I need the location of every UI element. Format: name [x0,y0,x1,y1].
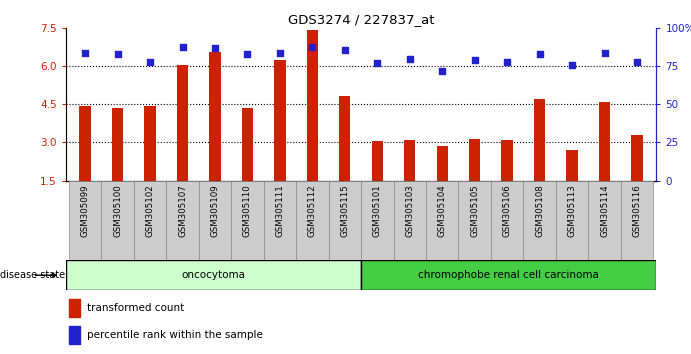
Point [599,50,610,56]
Bar [361,260,656,290]
Bar [556,181,588,260]
Bar [534,99,545,181]
Text: GSM305100: GSM305100 [113,184,122,237]
Bar [621,181,653,260]
Bar [79,106,91,181]
Point [242,51,253,57]
Bar [393,181,426,260]
Point [79,50,91,56]
Bar [66,260,361,290]
Bar [69,181,102,260]
Bar [296,181,329,260]
Bar [361,181,393,260]
Point [339,47,350,52]
Text: GSM305104: GSM305104 [437,184,446,237]
Bar [231,181,264,260]
Bar [69,326,80,344]
Bar [458,181,491,260]
Text: disease state: disease state [0,270,65,280]
Text: GSM305107: GSM305107 [178,184,187,237]
Bar [632,135,643,181]
Bar [339,96,350,181]
Title: GDS3274 / 227837_at: GDS3274 / 227837_at [287,13,435,26]
Bar [134,181,167,260]
Bar [437,146,448,181]
Point [502,59,513,65]
Bar [469,139,480,181]
Text: transformed count: transformed count [87,303,184,313]
Text: GSM305099: GSM305099 [81,184,90,237]
Text: GSM305109: GSM305109 [211,184,220,237]
Text: GSM305113: GSM305113 [567,184,576,237]
Bar [177,65,188,181]
Point [144,59,155,65]
Bar [372,141,383,181]
Point [307,44,318,50]
Point [534,51,545,57]
Text: GSM305110: GSM305110 [243,184,252,237]
Text: GSM305101: GSM305101 [372,184,382,237]
Bar [404,140,415,181]
Point [404,56,415,62]
Bar [69,299,80,317]
Text: oncocytoma: oncocytoma [181,270,245,280]
Point [372,61,383,66]
Bar [307,30,318,181]
Text: GSM305106: GSM305106 [502,184,511,237]
Bar [599,102,610,181]
Text: GSM305105: GSM305105 [470,184,479,237]
Bar [274,60,285,181]
Point [209,45,220,51]
Bar [144,106,155,181]
Text: percentile rank within the sample: percentile rank within the sample [87,330,263,341]
Bar [209,52,220,181]
Bar [264,181,296,260]
Text: GSM305103: GSM305103 [405,184,414,237]
Point [274,50,285,56]
Bar [502,140,513,181]
Text: GSM305108: GSM305108 [535,184,544,237]
Bar [102,181,134,260]
Bar [426,181,458,260]
Text: GSM305116: GSM305116 [632,184,641,237]
Text: GSM305102: GSM305102 [146,184,155,237]
Point [469,57,480,63]
Bar [491,181,523,260]
Bar [329,181,361,260]
Text: GSM305115: GSM305115 [340,184,350,237]
Point [437,68,448,74]
Text: GSM305114: GSM305114 [600,184,609,237]
Bar [242,108,253,181]
Bar [112,108,123,181]
Point [567,62,578,68]
Text: GSM305111: GSM305111 [276,184,285,237]
Point [112,51,123,57]
Bar [567,150,578,181]
Point [632,59,643,65]
Bar [523,181,556,260]
Bar [167,181,199,260]
Text: GSM305112: GSM305112 [308,184,317,237]
Point [177,44,188,50]
Bar [199,181,231,260]
Bar [588,181,621,260]
Text: chromophobe renal cell carcinoma: chromophobe renal cell carcinoma [418,270,599,280]
